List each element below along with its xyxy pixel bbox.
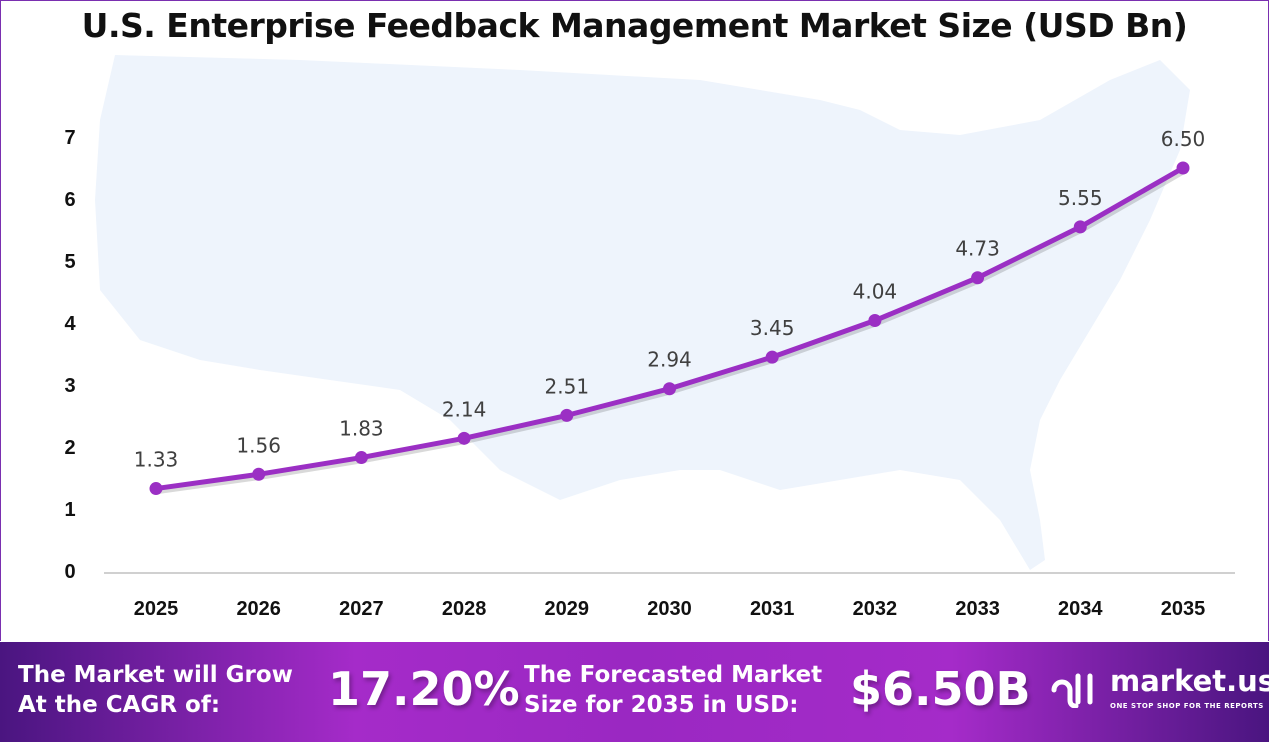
data-label: 2.51: [545, 374, 590, 398]
chart-title: U.S. Enterprise Feedback Management Mark…: [81, 6, 1188, 45]
data-label: 2.94: [647, 348, 692, 372]
forecast-value: $6.50B: [850, 662, 1031, 716]
data-point: [765, 350, 779, 364]
x-tick-label: 2026: [236, 598, 281, 620]
y-tick-label: 5: [64, 251, 75, 273]
us-map-silhouette: [95, 55, 1190, 570]
data-label: 5.55: [1058, 186, 1103, 210]
x-tick-label: 2034: [1058, 598, 1103, 620]
data-label: 1.56: [236, 433, 281, 457]
data-point: [1176, 161, 1190, 175]
data-point: [354, 451, 368, 465]
data-point: [1073, 220, 1087, 234]
y-tick-label: 2: [64, 437, 75, 459]
market-us-logo: market.us ONE STOP SHOP FOR THE REPORTS: [1050, 664, 1269, 712]
x-tick-label: 2033: [955, 598, 1000, 620]
cagr-value: 17.20%: [328, 662, 520, 716]
data-point: [149, 482, 163, 496]
data-label: 2.14: [442, 397, 487, 421]
x-tick-label: 2027: [339, 598, 384, 620]
x-tick-label: 2025: [134, 598, 179, 620]
data-point: [663, 382, 676, 396]
data-label: 1.83: [339, 417, 384, 441]
cagr-label-line2: At the CAGR of:: [18, 692, 221, 718]
data-point: [971, 271, 985, 285]
y-tick-label: 4: [64, 313, 76, 335]
data-point: [868, 314, 882, 328]
forecast-label-line1: The Forecasted Market: [524, 662, 823, 688]
data-label: 6.50: [1161, 127, 1206, 151]
data-point: [560, 408, 574, 422]
x-tick-label: 2029: [545, 598, 590, 620]
y-tick-label: 7: [64, 127, 75, 149]
line-chart: 0 1 2 3 4 5 6 7 2025 2026 2027 2028 2029 2030 2031 2032…: [64, 55, 1235, 620]
data-label: 1.33: [134, 448, 179, 472]
x-tick-label: 2031: [750, 598, 795, 620]
forecast-label-line2: Size for 2035 in USD:: [524, 692, 799, 718]
logo-icon: [1051, 673, 1093, 709]
y-tick-label: 0: [64, 561, 75, 583]
forecast-label: The Forecasted Market Size for 2035 in U…: [524, 660, 822, 720]
data-point: [457, 431, 471, 445]
summary-banner: The Market will Grow At the CAGR of: 17.…: [0, 642, 1269, 742]
logo-tagline: ONE STOP SHOP FOR THE REPORTS: [1110, 702, 1264, 710]
x-tick-label: 2028: [442, 598, 487, 620]
data-label: 3.45: [750, 316, 795, 340]
logo-name: market.us: [1110, 664, 1269, 698]
y-tick-label: 1: [64, 499, 75, 521]
data-label: 4.04: [853, 280, 898, 304]
data-point: [252, 467, 266, 481]
y-tick-label: 6: [64, 189, 75, 211]
cagr-label-line1: The Market will Grow: [18, 662, 293, 688]
x-tick-label: 2030: [647, 598, 692, 620]
data-label: 4.73: [955, 237, 1000, 261]
x-tick-label: 2035: [1161, 598, 1206, 620]
cagr-label: The Market will Grow At the CAGR of:: [18, 660, 293, 720]
y-tick-label: 3: [64, 375, 75, 397]
x-tick-label: 2032: [853, 598, 898, 620]
